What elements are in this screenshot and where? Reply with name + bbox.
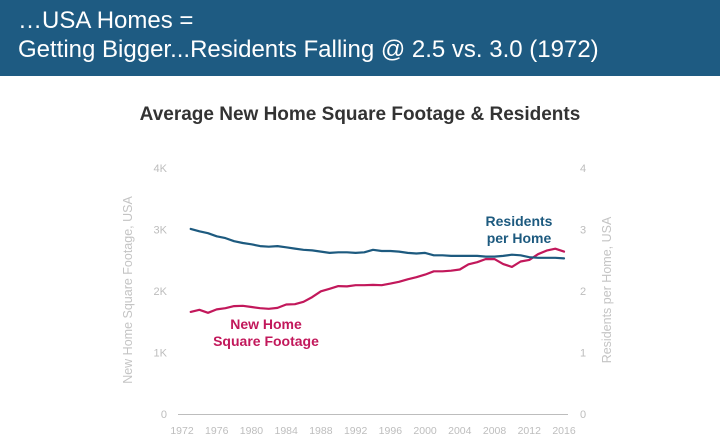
y-tick-left: 2K [154,286,168,298]
y-tick-left: 0 [161,409,167,421]
x-tick: 2008 [483,425,507,437]
y-tick-right: 2 [580,286,586,298]
x-tick: 1988 [309,425,333,437]
y-tick-right: 0 [580,409,586,421]
y-tick-left: 1K [154,348,168,360]
y-axis-title-left: New Home Square Footage, USA [121,196,135,384]
series-label-residents: Residents per Home [486,213,553,246]
labels-layer: New Home Square Footage Residents per Home [213,213,553,349]
series-label-square-footage: New Home Square Footage [213,316,319,349]
x-tick: 2004 [448,425,472,437]
x-tick: 1996 [379,425,403,437]
x-tick: 1972 [170,425,194,437]
x-tick: 1984 [275,425,299,437]
x-tick: 1980 [240,425,264,437]
series-line-square-footage [189,247,566,314]
y-tick-right: 4 [580,163,586,175]
x-tick: 2016 [552,425,576,437]
x-tick: 2012 [518,425,542,437]
x-tick: 1976 [205,425,229,437]
series-layer [189,227,566,314]
series-line-residents [189,227,566,260]
y-tick-left: 3K [154,225,168,237]
x-tick: 2000 [413,425,437,437]
y-tick-left: 4K [154,163,168,175]
y-tick-right: 3 [580,225,586,237]
x-tick: 1992 [344,425,368,437]
banner-line-1: …USA Homes = [18,7,194,34]
y-tick-right: 1 [580,348,586,360]
axes-layer: 0 1K 2K 3K 4K 0 1 2 3 4 1972 1976 1980 1984 1988 1992 19… [154,163,587,437]
chart-title: Average New Home Square Footage & Reside… [139,104,581,125]
y-axis-title-right: Residents per Home, USA [600,216,614,363]
title-banner: …USA Homes = Getting Bigger...Residents … [0,0,720,76]
banner-line-2: Getting Bigger...Residents Falling @ 2.5… [18,36,599,63]
